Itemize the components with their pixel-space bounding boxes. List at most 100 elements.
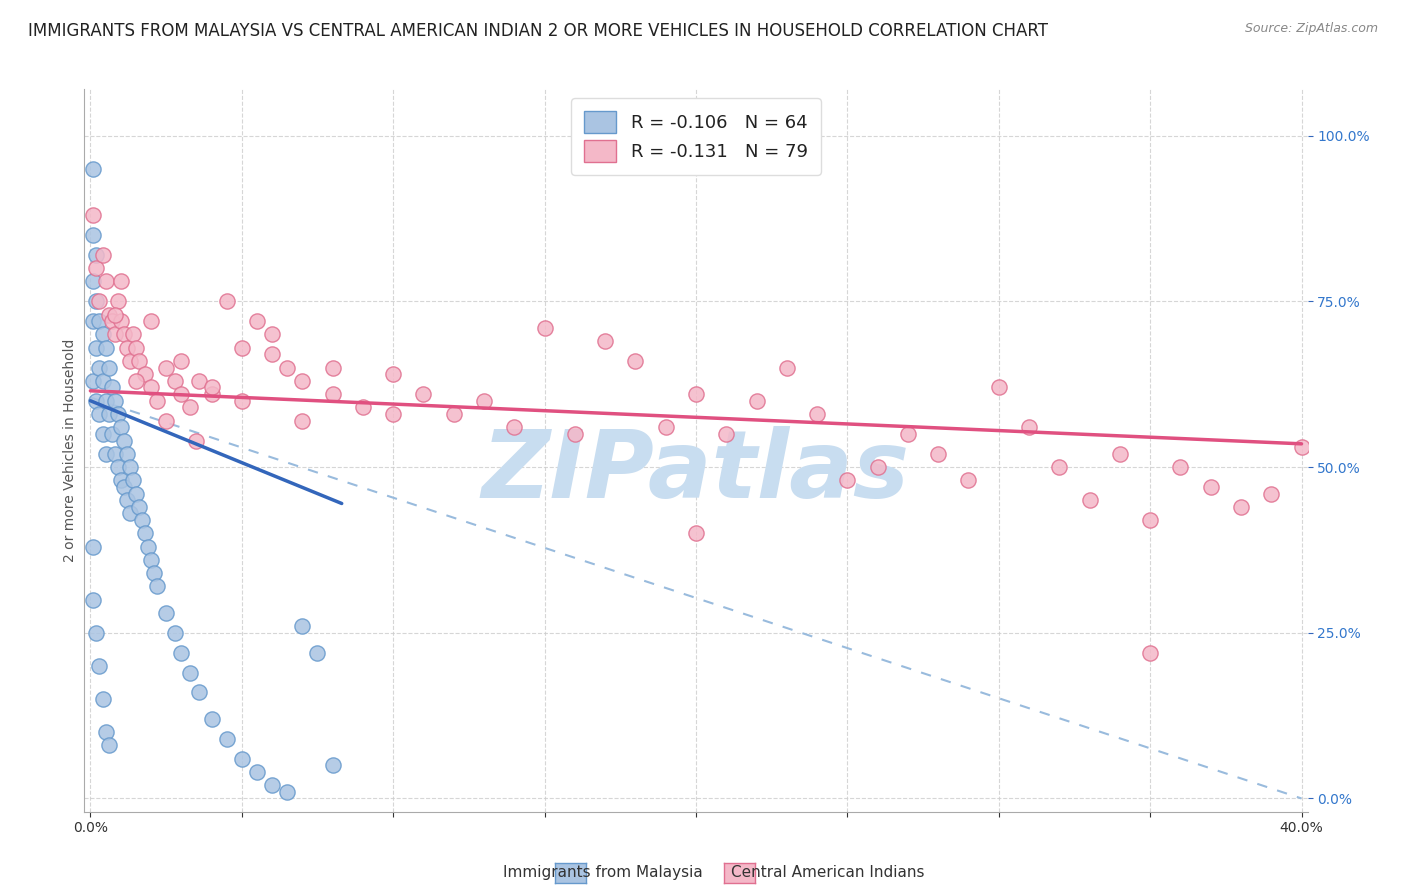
Point (94, 341, 117, 355)
Point (837, 473, 859, 487)
Point (97, 739, 120, 753)
Point (107, 294, 129, 309)
Point (112, 480, 135, 494)
Point (115, 447, 138, 461)
Point (927, 447, 949, 461)
Point (104, 447, 127, 461)
Point (118, 507, 141, 521)
Point (86, 261, 108, 276)
Point (134, 526, 156, 541)
Point (118, 354, 141, 368)
Point (352, 401, 374, 415)
Point (89, 314, 111, 328)
Text: Immigrants from Malaysia: Immigrants from Malaysia (503, 865, 703, 880)
Point (654, 420, 676, 434)
Point (115, 341, 138, 355)
Point (246, 764, 269, 779)
Point (322, 360, 344, 375)
Point (94, 447, 117, 461)
Point (170, 387, 193, 401)
Point (307, 646, 329, 660)
Point (165, 374, 187, 388)
Point (276, 785, 298, 799)
Point (716, 426, 738, 441)
Point (94, 393, 117, 408)
Point (776, 360, 799, 375)
Point (155, 360, 177, 375)
Point (82, 227, 104, 242)
Point (533, 321, 555, 335)
Point (89, 294, 111, 309)
Text: IMMIGRANTS FROM MALAYSIA VS CENTRAL AMERICAN INDIAN 2 OR MORE VEHICLES IN HOUSEH: IMMIGRANTS FROM MALAYSIA VS CENTRAL AMER… (28, 22, 1047, 40)
Point (382, 368, 405, 382)
Point (155, 606, 177, 620)
Point (200, 712, 222, 726)
Point (128, 500, 150, 514)
Legend: R = -0.106   N = 64, R = -0.131   N = 79: R = -0.106 N = 64, R = -0.131 N = 79 (571, 98, 821, 175)
Point (86, 341, 108, 355)
Point (112, 434, 135, 448)
Point (121, 327, 143, 342)
Point (246, 314, 269, 328)
Point (262, 778, 284, 792)
Point (322, 387, 344, 401)
Point (188, 374, 211, 388)
Point (291, 414, 314, 428)
Point (231, 393, 253, 408)
Point (1078, 493, 1101, 508)
Point (165, 625, 187, 640)
Point (1260, 486, 1282, 500)
Point (503, 420, 526, 434)
Point (82, 592, 104, 607)
Point (1108, 447, 1130, 461)
Point (322, 758, 344, 772)
Point (91, 426, 114, 441)
Point (200, 387, 222, 401)
Point (443, 407, 465, 421)
Point (624, 354, 647, 368)
Point (97, 308, 120, 322)
Point (82, 540, 104, 554)
Point (472, 393, 495, 408)
Point (94, 725, 117, 739)
Point (186, 434, 208, 448)
Point (1170, 460, 1192, 475)
Point (91, 374, 114, 388)
Point (1018, 420, 1040, 434)
Point (745, 393, 768, 408)
Point (104, 308, 127, 322)
Point (89, 659, 111, 673)
Point (82, 208, 104, 222)
Point (100, 426, 122, 441)
Point (564, 426, 586, 441)
Point (200, 380, 222, 394)
Point (110, 314, 132, 328)
Point (104, 327, 127, 342)
Point (100, 314, 122, 328)
Point (146, 393, 169, 408)
Point (134, 368, 156, 382)
Point (91, 692, 114, 706)
Point (188, 685, 211, 699)
Point (97, 360, 120, 375)
Point (82, 374, 104, 388)
Point (125, 486, 148, 500)
Point (593, 334, 616, 348)
Point (125, 374, 148, 388)
Point (91, 327, 114, 342)
Text: ZIPatlas: ZIPatlas (482, 426, 910, 518)
Point (806, 407, 828, 421)
Point (291, 374, 314, 388)
Point (139, 553, 162, 567)
Point (115, 493, 138, 508)
Point (262, 327, 284, 342)
Point (110, 420, 132, 434)
Point (143, 566, 166, 580)
Point (179, 665, 201, 680)
Point (139, 314, 162, 328)
Point (987, 380, 1010, 394)
Point (86, 248, 108, 262)
Point (897, 426, 920, 441)
Point (382, 407, 405, 421)
Point (291, 619, 314, 633)
